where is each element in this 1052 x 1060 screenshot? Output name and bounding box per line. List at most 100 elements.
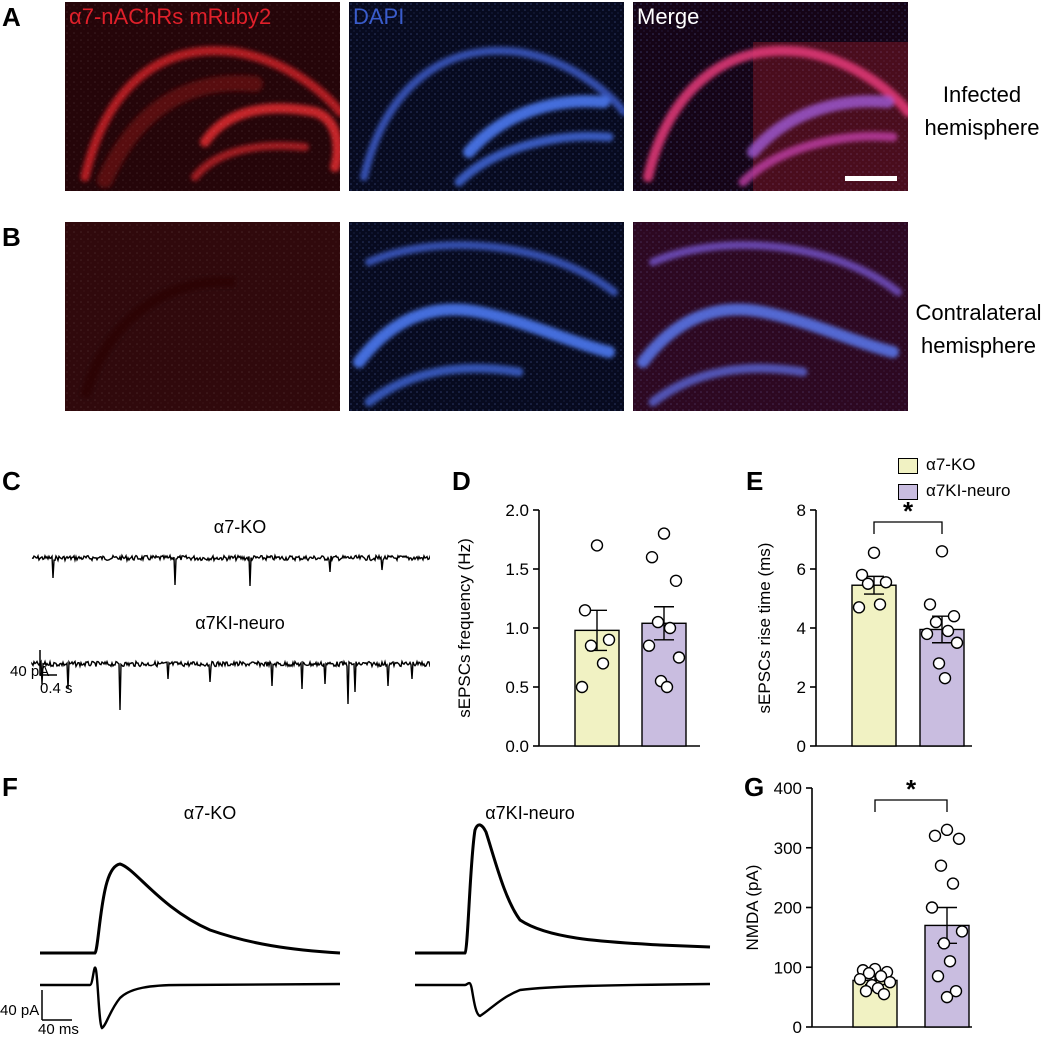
- y-tick-label: 400: [774, 779, 802, 798]
- data-point: [940, 990, 954, 1004]
- chart-g: NMDA (pA) 0 100 200 300 400 *: [743, 774, 972, 1037]
- y-tick-label: 0.0: [505, 737, 529, 756]
- y-tick-label: 0: [797, 737, 806, 756]
- data-point: [946, 877, 960, 890]
- y-axis-label: NMDA (pA): [743, 865, 762, 951]
- data-point: [852, 601, 866, 614]
- y-axis-label: sEPSCs rise time (ms): [755, 543, 774, 714]
- data-point: [602, 633, 616, 647]
- y-tick-label: 0.5: [505, 678, 529, 697]
- scale-label-c-x: 0.4 s: [40, 680, 73, 697]
- trace-path: [31, 553, 430, 587]
- scale-label-f-y: 40 pA: [0, 1002, 40, 1019]
- legend-label-ko: α7-KO: [926, 455, 976, 474]
- data-point: [879, 576, 893, 589]
- y-axis-label: sEPSCs frequency (Hz): [455, 538, 474, 718]
- y-tick-label: 0: [793, 1018, 802, 1037]
- y-tick-label: 2: [797, 678, 806, 697]
- data-point: [859, 984, 873, 998]
- legend-label-ki: α7KI-neuro: [926, 481, 1011, 500]
- panel-label-d: D: [452, 466, 471, 496]
- data-point: [645, 550, 659, 564]
- trace-label-c-ko: α7-KO: [213, 517, 267, 537]
- micrograph-contra-merge: [633, 222, 908, 411]
- trace-f-ki-nmda: [415, 823, 711, 955]
- y-tick-label: 2.0: [505, 501, 529, 520]
- micrograph-infected-red: α7-nAChRs mRuby2: [65, 2, 340, 191]
- data-point: [949, 984, 963, 998]
- y-tick-label: 4: [797, 619, 806, 638]
- trace-label-f-ki: α7KI-neuro: [485, 803, 575, 823]
- y-tick-label: 1.5: [505, 560, 529, 579]
- data-point: [855, 568, 869, 582]
- data-point: [931, 970, 945, 983]
- data-point: [672, 651, 686, 664]
- data-point: [935, 545, 949, 558]
- data-point: [883, 975, 897, 989]
- trace-c: [31, 553, 430, 711]
- trace-label-f-ko: α7-KO: [183, 803, 237, 823]
- data-point: [923, 598, 937, 611]
- data-point: [669, 574, 683, 588]
- data-point: [874, 970, 888, 983]
- panel-label-e: E: [746, 466, 764, 496]
- data-point: [943, 955, 957, 968]
- micrograph-title-mruby: α7-nAChRs mRuby2: [69, 4, 272, 29]
- scale-label-c-y: 40 pA: [10, 663, 50, 680]
- panel-label-b: B: [2, 222, 21, 252]
- trace-c-ko: [31, 553, 430, 587]
- data-point: [950, 636, 964, 649]
- micrograph-infected-merge: Merge: [633, 2, 908, 191]
- data-point: [862, 967, 876, 980]
- panel-label-f: F: [2, 772, 18, 802]
- data-point: [925, 901, 939, 914]
- micrograph-contra-red: [65, 222, 340, 411]
- row-label-contralateral: Contralateral hemisphere: [915, 300, 1042, 358]
- significance-star: *: [903, 496, 914, 526]
- legend-swatch-ki: [898, 484, 918, 500]
- data-point: [929, 615, 943, 629]
- data-point: [575, 680, 589, 694]
- data-point: [578, 604, 592, 617]
- significance-bracket: [873, 521, 943, 534]
- data-point: [947, 609, 961, 623]
- trace-f-ki-ampa: [415, 981, 711, 1018]
- data-point: [952, 832, 966, 845]
- panel-label-a: A: [2, 2, 21, 32]
- data-point: [596, 657, 610, 670]
- data-point: [660, 680, 674, 694]
- y-tick-label: 1.0: [505, 619, 529, 638]
- chart-d: sEPSCs frequency (Hz) 0.0 0.5 1.0 1.5 2.0: [455, 501, 700, 756]
- data-point: [941, 624, 955, 638]
- scale-label-f-x: 40 ms: [38, 1021, 79, 1038]
- data-point: [590, 539, 604, 552]
- micrograph-title-dapi: DAPI: [353, 4, 405, 29]
- trace-f: [40, 823, 711, 1030]
- trace-label-c-ki: α7KI-neuro: [195, 613, 285, 633]
- trace-path: [31, 659, 430, 711]
- scale-bar-c: [39, 650, 57, 676]
- data-point: [928, 829, 942, 843]
- data-point: [955, 925, 969, 938]
- chart-e: sEPSCs rise time (ms) 0 2 4 6 8 *: [755, 496, 972, 756]
- micrograph-title-merge: Merge: [637, 4, 700, 29]
- significance-star: *: [906, 774, 917, 804]
- data-point: [938, 671, 952, 685]
- micrograph-contra-dapi: [349, 222, 624, 411]
- y-tick-label: 200: [774, 899, 802, 918]
- trace-f-ko-nmda: [40, 862, 341, 955]
- trace-f-ko-ampa: [40, 966, 341, 1030]
- data-point: [932, 657, 946, 670]
- data-point: [934, 859, 948, 872]
- panel-label-c: C: [2, 466, 21, 496]
- data-point: [853, 972, 867, 986]
- row-label-infected: Infected hemisphere: [924, 82, 1040, 140]
- panel-label-g: G: [744, 772, 765, 802]
- scale-bar-a: [845, 176, 897, 181]
- data-point: [920, 627, 934, 641]
- y-tick-label: 8: [797, 501, 806, 520]
- data-point: [867, 546, 881, 559]
- data-point: [877, 987, 891, 1001]
- data-point: [940, 823, 954, 837]
- micrograph-infected-dapi: DAPI: [349, 2, 624, 191]
